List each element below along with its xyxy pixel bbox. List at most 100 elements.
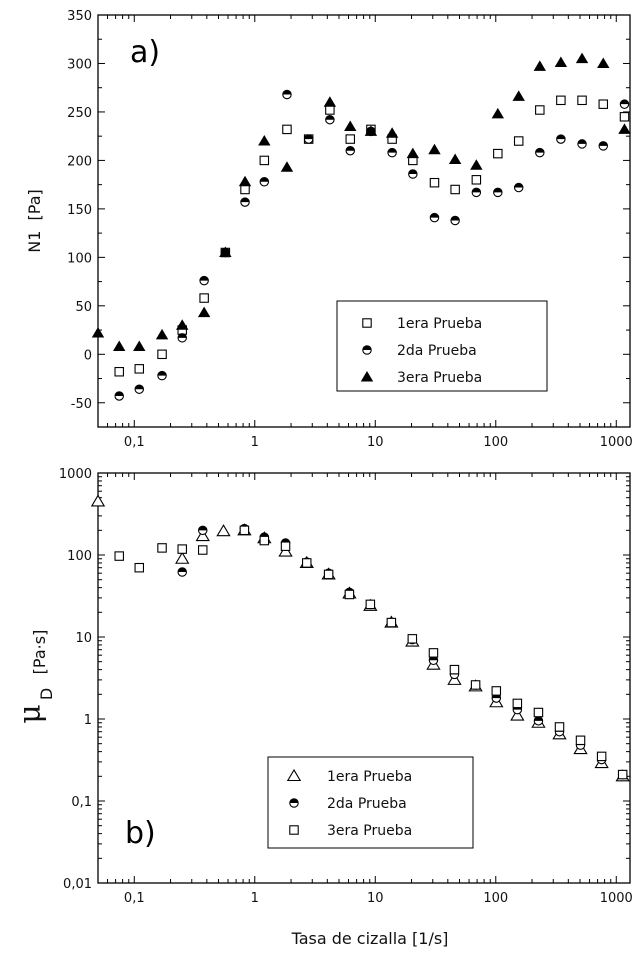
data-point bbox=[598, 141, 609, 151]
data-point bbox=[471, 187, 482, 198]
x-tick-label: 100 bbox=[483, 891, 508, 906]
data-point bbox=[596, 751, 607, 762]
data-point bbox=[155, 328, 169, 340]
data-point bbox=[491, 686, 502, 696]
data-point bbox=[195, 529, 210, 542]
data-point bbox=[175, 551, 190, 564]
data-point bbox=[575, 52, 589, 64]
y-axis-symbol: μ bbox=[13, 704, 48, 724]
data-point bbox=[429, 177, 440, 188]
data-point bbox=[238, 175, 252, 187]
data-point bbox=[344, 589, 355, 600]
series-1 bbox=[90, 494, 630, 782]
data-point bbox=[471, 175, 482, 185]
data-point bbox=[386, 617, 397, 628]
data-point bbox=[114, 391, 124, 401]
data-point bbox=[429, 212, 440, 223]
x-tick-label: 0,1 bbox=[124, 435, 145, 450]
data-point bbox=[216, 524, 231, 537]
data-point bbox=[365, 599, 376, 610]
data-point bbox=[259, 176, 270, 187]
data-point bbox=[259, 155, 270, 166]
data-point bbox=[199, 293, 209, 303]
data-point bbox=[280, 161, 294, 172]
legend-label: 2da Prueba bbox=[397, 343, 477, 359]
y-tick-label: 0,01 bbox=[63, 877, 92, 892]
x-tick-label: 1 bbox=[251, 891, 259, 906]
y-axis-unit: [Pa·s] bbox=[30, 630, 49, 675]
data-point bbox=[556, 95, 566, 106]
x-tick-label: 1000 bbox=[600, 435, 633, 450]
data-point bbox=[407, 634, 418, 644]
data-point bbox=[512, 90, 525, 101]
data-point bbox=[345, 145, 356, 156]
legend-label: 3era Prueba bbox=[327, 823, 412, 839]
data-point bbox=[513, 182, 524, 193]
data-point bbox=[177, 544, 187, 554]
data-point bbox=[619, 99, 630, 109]
legend-label: 3era Prueba bbox=[397, 370, 482, 386]
data-point bbox=[302, 558, 312, 568]
data-point bbox=[406, 147, 420, 159]
data-point bbox=[133, 340, 146, 352]
y-tick-label: 0,1 bbox=[71, 795, 92, 810]
legend-label: 1era Prueba bbox=[327, 769, 412, 785]
x-tick-label: 10 bbox=[367, 435, 384, 450]
y-tick-label: 200 bbox=[67, 154, 92, 169]
legend-label: 1era Prueba bbox=[397, 316, 482, 332]
data-point bbox=[364, 125, 378, 136]
legend-label: 2da Prueba bbox=[327, 796, 407, 812]
y-tick-label: 300 bbox=[67, 57, 92, 72]
data-point bbox=[239, 525, 250, 536]
data-point bbox=[134, 562, 145, 573]
legend-marker bbox=[362, 345, 372, 355]
data-point bbox=[177, 567, 187, 577]
y-axis-label: N1 [Pa] bbox=[25, 189, 44, 253]
panel-b: 0,1 1 10 100 1000 0,01 0,1 1 10 100 1000 μD [Pa·s] b)… bbox=[13, 467, 633, 906]
legend-marker bbox=[286, 768, 302, 782]
legend-marker bbox=[289, 825, 299, 835]
series-2 bbox=[177, 523, 628, 780]
y-tick-label: 100 bbox=[67, 251, 92, 266]
data-point bbox=[91, 326, 105, 338]
data-point bbox=[157, 370, 167, 381]
data-point bbox=[577, 139, 587, 149]
data-point bbox=[428, 648, 439, 658]
data-point bbox=[491, 107, 505, 119]
data-point bbox=[219, 246, 232, 258]
data-point bbox=[134, 384, 145, 394]
y-tick-label: 1000 bbox=[59, 467, 92, 482]
data-point bbox=[513, 136, 524, 146]
data-point bbox=[259, 535, 270, 546]
data-point bbox=[197, 525, 208, 536]
data-point bbox=[157, 349, 167, 360]
data-point bbox=[387, 147, 397, 158]
legend-marker bbox=[362, 318, 372, 328]
data-point bbox=[134, 364, 145, 374]
panel-label-b: b) bbox=[125, 816, 156, 851]
data-point bbox=[535, 105, 545, 115]
y-tick-label: 250 bbox=[67, 106, 92, 121]
data-point bbox=[577, 95, 587, 106]
data-point bbox=[114, 551, 124, 561]
legend-marker bbox=[360, 371, 374, 382]
legend-b: 1era Prueba 2da Prueba 3era Prueba bbox=[267, 756, 474, 849]
data-point bbox=[240, 184, 250, 195]
x-axis-label: Tasa de cizalla [1/s] bbox=[291, 929, 449, 948]
x-tick-label: 1 bbox=[251, 435, 259, 450]
data-point bbox=[428, 143, 441, 155]
data-point bbox=[512, 698, 523, 709]
panel-a: 0,1 1 10 100 1000 -50 0 50 100 150 200 250 300 350 N1 … bbox=[25, 9, 633, 450]
data-point bbox=[450, 215, 460, 226]
data-point bbox=[556, 134, 566, 144]
data-point bbox=[344, 120, 357, 131]
data-point bbox=[177, 333, 187, 343]
data-point bbox=[385, 127, 399, 138]
data-point bbox=[408, 169, 418, 179]
y-axis-label-b: μD [Pa·s] bbox=[13, 630, 56, 724]
data-point bbox=[470, 159, 483, 170]
data-point bbox=[493, 187, 503, 198]
data-point bbox=[282, 124, 292, 135]
data-point bbox=[199, 275, 209, 286]
